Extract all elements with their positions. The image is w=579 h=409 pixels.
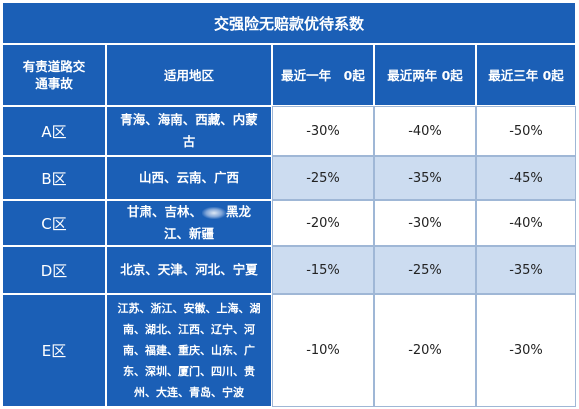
region-list-part: 黑龙江、新疆 (163, 204, 252, 241)
header-accident: 有责道路交通事故 (2, 44, 106, 106)
value-two-year: -20% (374, 294, 476, 407)
value-two-year: -30% (374, 200, 476, 246)
zone-label: E区 (2, 294, 106, 407)
value-two-year: -35% (374, 156, 476, 200)
region-list-part: 甘肃、吉林、 (126, 204, 202, 219)
zone-label: D区 (2, 246, 106, 294)
value-three-year: -45% (476, 156, 576, 200)
value-three-year: -50% (476, 106, 576, 156)
value-three-year: -40% (476, 200, 576, 246)
value-three-year: -30% (476, 294, 576, 407)
value-one-year: -25% (272, 156, 374, 200)
region-list: 江苏、浙江、安徽、上海、湖南、湖北、江西、辽宁、河南、福建、重庆、山东、广东、深… (106, 294, 272, 407)
value-one-year: -10% (272, 294, 374, 407)
value-one-year: -20% (272, 200, 374, 246)
table-title: 交强险无赔款优待系数 (2, 2, 576, 44)
zone-label: B区 (2, 156, 106, 200)
header-one-year: 最近一年 0起 (272, 44, 374, 106)
value-three-year: -35% (476, 246, 576, 294)
header-two-year: 最近两年 0起 (374, 44, 476, 106)
value-two-year: -25% (374, 246, 476, 294)
value-one-year: -30% (272, 106, 374, 156)
header-three-year: 最近三年 0起 (476, 44, 576, 106)
region-list: 青海、海南、西藏、内蒙古 (106, 106, 272, 156)
value-two-year: -40% (374, 106, 476, 156)
blurred-text (202, 206, 226, 219)
zone-label: A区 (2, 106, 106, 156)
zone-label: C区 (2, 200, 106, 246)
region-list: 山西、云南、广西 (106, 156, 272, 200)
header-region: 适用地区 (106, 44, 272, 106)
value-one-year: -15% (272, 246, 374, 294)
region-list: 北京、天津、河北、宁夏 (106, 246, 272, 294)
region-list: 甘肃、吉林、 黑龙江、新疆 (106, 200, 272, 246)
